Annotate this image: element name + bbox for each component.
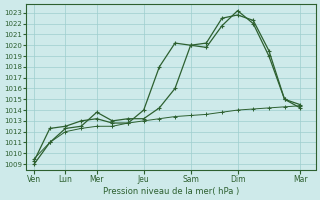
X-axis label: Pression niveau de la mer( hPa ): Pression niveau de la mer( hPa ) <box>103 187 239 196</box>
